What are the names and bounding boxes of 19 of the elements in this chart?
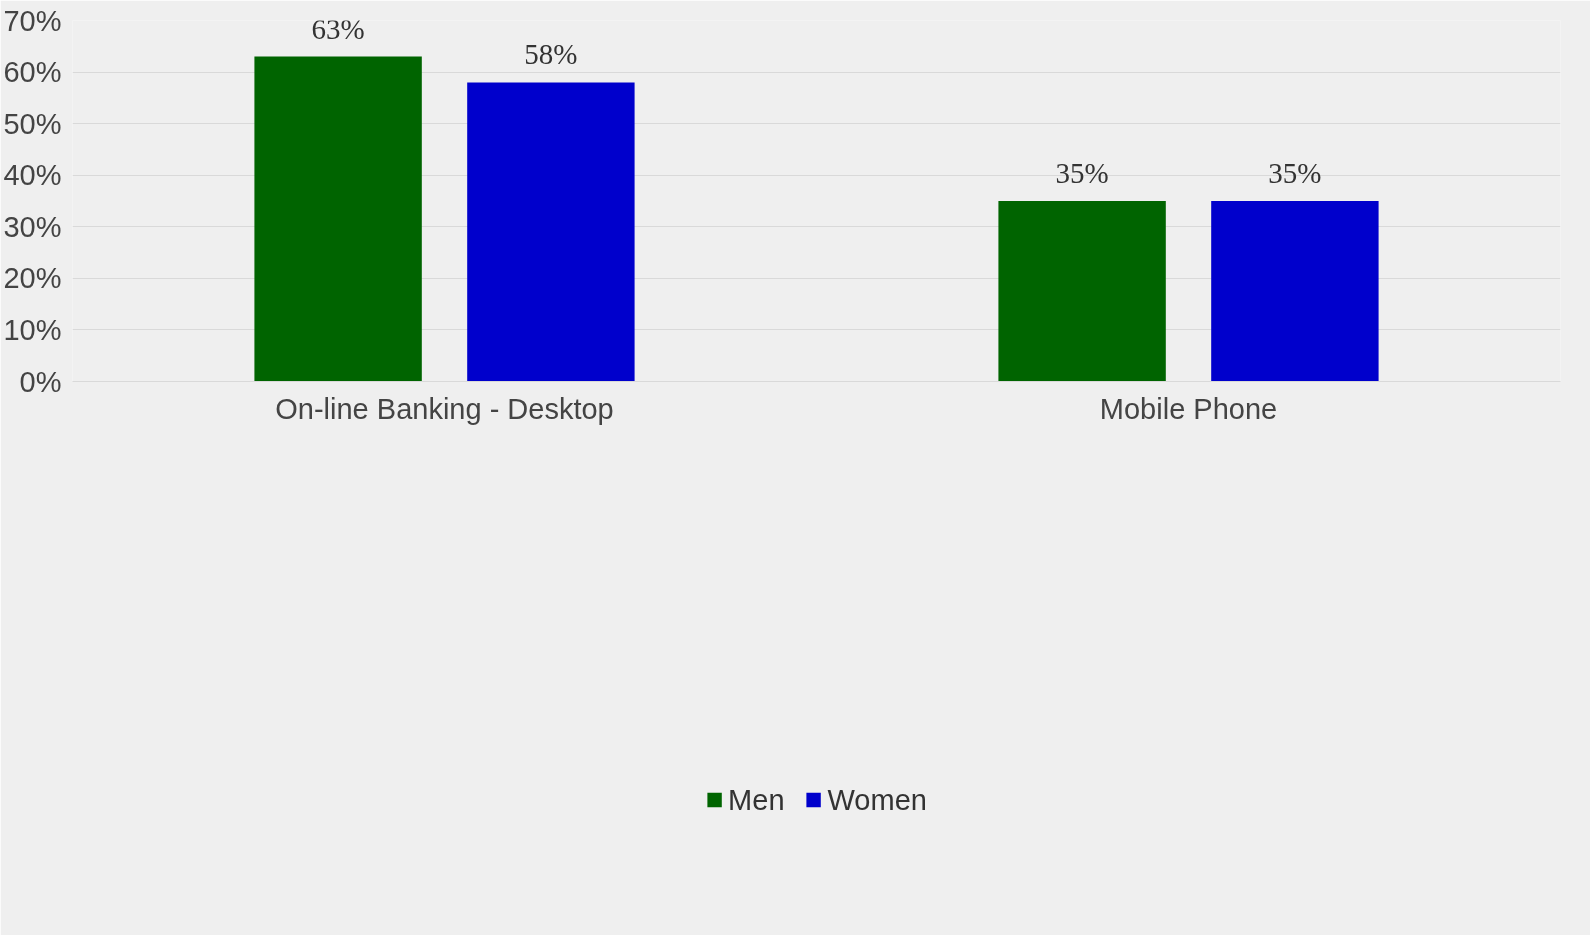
y-tick-label: 30% xyxy=(3,210,62,243)
bar xyxy=(254,56,422,382)
y-tick-label: 70% xyxy=(3,4,62,37)
y-tick-label: 40% xyxy=(3,159,62,192)
bar xyxy=(1211,201,1379,382)
data-label: 58% xyxy=(524,38,578,71)
legend-label: Women xyxy=(827,783,927,817)
x-tick-label: Mobile Phone xyxy=(1099,392,1278,425)
y-tick-label: 50% xyxy=(3,107,62,140)
data-label: 35% xyxy=(1055,157,1109,189)
legend-label: Men xyxy=(728,783,785,817)
y-tick-label: 20% xyxy=(3,262,62,295)
y-tick-label: 60% xyxy=(3,56,62,89)
bar xyxy=(998,201,1166,382)
bar xyxy=(467,82,635,382)
y-tick-label: 10% xyxy=(3,313,62,346)
y-tick-label: 0% xyxy=(19,365,62,398)
x-tick-label: On-line Banking - Desktop xyxy=(275,392,614,425)
data-label: 35% xyxy=(1268,157,1322,189)
